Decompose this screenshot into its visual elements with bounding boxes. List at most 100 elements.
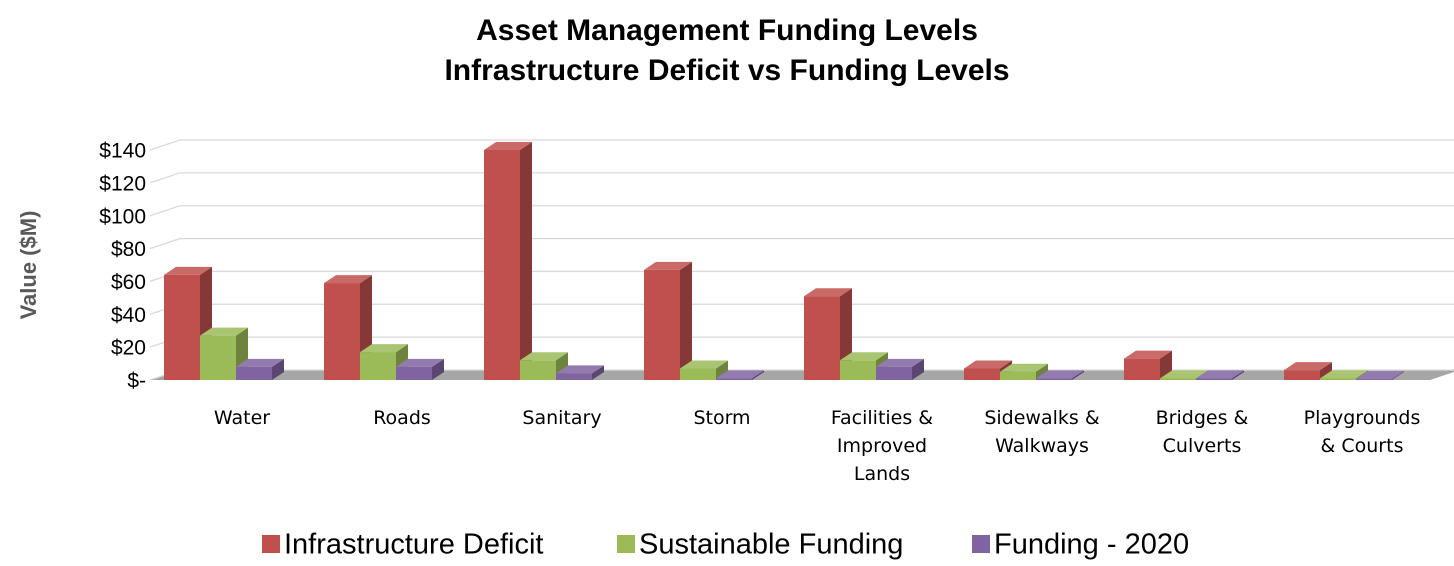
bar-front — [360, 352, 396, 380]
bar-side — [716, 360, 728, 380]
bar — [716, 370, 764, 380]
bar-side — [520, 142, 532, 380]
bar-front — [164, 274, 200, 380]
bar-top — [520, 352, 568, 361]
bar-top — [236, 358, 284, 367]
bar — [396, 358, 444, 380]
bar-front — [1356, 379, 1392, 380]
grid-line — [149, 172, 1454, 184]
y-tick-label: $40 — [111, 304, 146, 327]
y-tick-label: $- — [127, 370, 146, 393]
grid-line — [149, 205, 1454, 217]
legend-label: Infrastructure Deficit — [284, 529, 543, 561]
bar-top — [1356, 371, 1404, 380]
bar-top — [200, 327, 248, 336]
bar-front — [236, 366, 272, 380]
bar-front — [1320, 378, 1356, 380]
x-tick-label: Sidewalks & Walkways — [984, 407, 1100, 457]
grid-line — [149, 139, 1454, 151]
bar-front — [1036, 378, 1072, 380]
bar-front — [964, 368, 1000, 380]
bar-top — [876, 358, 924, 367]
y-tick-label: $60 — [111, 271, 146, 294]
bar-front — [556, 373, 592, 380]
bar-top — [680, 360, 728, 369]
x-tick-label: Bridges & Culverts — [1155, 407, 1249, 457]
y-tick-label: $140 — [99, 140, 146, 163]
y-tick-label: $100 — [99, 205, 146, 228]
legend-swatch — [617, 535, 635, 553]
x-tick-label: Storm — [693, 407, 751, 429]
y-tick-label: $120 — [99, 172, 146, 195]
legend-swatch — [972, 535, 990, 553]
bar-top — [1284, 362, 1332, 371]
bar-side — [752, 370, 764, 380]
legend-label: Funding - 2020 — [994, 529, 1189, 561]
bar-top — [644, 261, 692, 270]
bar-front — [680, 368, 716, 380]
bar-front — [1160, 378, 1196, 380]
bar-top — [716, 370, 764, 379]
bar — [1196, 370, 1244, 380]
bar-front — [1124, 358, 1160, 380]
y-tick-label: $80 — [111, 238, 146, 261]
x-tick-label: Roads — [373, 407, 431, 429]
bar-top — [556, 365, 604, 374]
bar-top — [1000, 363, 1048, 372]
bar-front — [200, 335, 236, 380]
bar-side — [592, 365, 604, 380]
bar-top — [396, 358, 444, 367]
bar — [236, 358, 284, 380]
chart-title: Asset Management Funding Levels — [476, 14, 978, 47]
bar-side — [912, 358, 924, 380]
legend-label: Sustainable Funding — [639, 529, 903, 561]
bar-top — [804, 288, 852, 297]
bar-top — [1124, 350, 1172, 359]
bar-top — [840, 352, 888, 361]
bar — [556, 365, 604, 380]
bar — [644, 261, 692, 380]
bar-top — [1320, 370, 1368, 379]
bar-front — [1284, 370, 1320, 380]
bar-side — [1232, 370, 1244, 380]
bar-top — [324, 275, 372, 284]
bar-front — [644, 269, 680, 380]
bar — [876, 358, 924, 380]
bar-front — [396, 366, 432, 380]
bar-front — [520, 360, 556, 380]
bar-side — [1072, 370, 1084, 380]
bar — [484, 142, 532, 380]
bar-side — [680, 261, 692, 380]
legend-swatch — [262, 535, 280, 553]
y-tick-label: $20 — [111, 337, 146, 360]
bar — [1356, 371, 1404, 380]
bar-side — [432, 358, 444, 380]
bar — [1036, 370, 1084, 380]
x-tick-label: Playgrounds & Courts — [1303, 407, 1421, 457]
bar-front — [1000, 371, 1036, 380]
bar-front — [804, 296, 840, 380]
bar — [164, 266, 212, 380]
bar-side — [1320, 362, 1332, 380]
bar-side — [1036, 363, 1048, 380]
bar-top — [1196, 370, 1244, 379]
bar-front — [840, 360, 876, 380]
bar-front — [324, 283, 360, 380]
bar — [1284, 362, 1332, 380]
bar-top — [964, 360, 1012, 369]
bar-front — [1196, 378, 1232, 380]
grid-line — [149, 237, 1454, 250]
bar-top — [164, 266, 212, 275]
bar-top — [484, 142, 532, 150]
x-tick-label: Sanitary — [522, 407, 602, 429]
chart-subtitle: Infrastructure Deficit vs Funding Levels — [444, 54, 1009, 87]
bar-top — [1160, 370, 1208, 379]
bar — [324, 275, 372, 380]
bar-front — [876, 366, 912, 380]
bar-top — [1036, 370, 1084, 379]
bar-side — [1392, 371, 1404, 380]
y-axis-label: Value ($M) — [16, 211, 41, 320]
bar — [1000, 363, 1048, 380]
